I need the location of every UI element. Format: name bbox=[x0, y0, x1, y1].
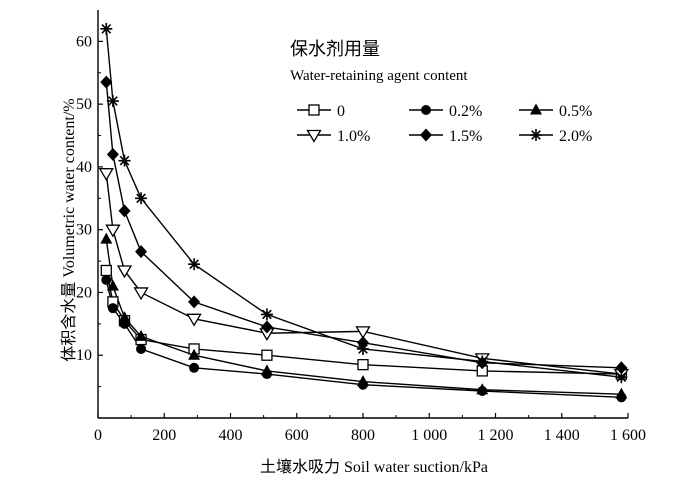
legend-label: 2.0% bbox=[559, 128, 592, 145]
data-point bbox=[615, 361, 628, 375]
data-point bbox=[188, 258, 201, 271]
y-tick-label: 30 bbox=[76, 222, 92, 239]
y-tick-label: 40 bbox=[76, 159, 92, 176]
legend-label: 0.2% bbox=[449, 103, 482, 120]
legend-marker bbox=[308, 104, 320, 116]
data-point bbox=[189, 362, 200, 373]
x-tick-label: 1 200 bbox=[478, 427, 514, 444]
series-line bbox=[105, 82, 622, 369]
x-tick-label: 200 bbox=[152, 427, 176, 444]
data-point bbox=[100, 22, 113, 35]
y-tick-label: 50 bbox=[76, 96, 92, 113]
legend-marker bbox=[421, 105, 431, 115]
data-point bbox=[261, 349, 273, 361]
data-point bbox=[136, 343, 147, 354]
data-point bbox=[135, 329, 148, 341]
y-tick-label: 60 bbox=[76, 33, 92, 50]
data-point bbox=[106, 95, 119, 108]
data-point bbox=[260, 308, 273, 321]
legend-marker bbox=[530, 103, 542, 115]
legend-label: 1.5% bbox=[449, 128, 482, 145]
data-point bbox=[100, 75, 113, 89]
y-axis-label: 体积含水量 Volumetric water content/% bbox=[60, 98, 78, 361]
data-point bbox=[355, 326, 371, 340]
axes-layer: 0 200 400 600 800 1 000 1 200 1 400 1 6001020304… bbox=[76, 10, 646, 444]
x-tick-label: 1 000 bbox=[411, 427, 447, 444]
data-point bbox=[615, 371, 628, 384]
data-point bbox=[116, 265, 133, 279]
data-point bbox=[118, 204, 131, 218]
data-point bbox=[100, 232, 113, 244]
y-tick-label: 20 bbox=[76, 284, 92, 301]
data-point bbox=[357, 342, 369, 355]
data-point bbox=[357, 358, 369, 371]
data-point bbox=[100, 264, 112, 277]
data-point bbox=[260, 320, 273, 334]
legend-label: 1.0% bbox=[337, 128, 370, 145]
data-point bbox=[260, 364, 273, 376]
x-tick-label: 400 bbox=[219, 427, 243, 444]
data-point bbox=[106, 147, 119, 161]
data-point bbox=[98, 168, 114, 181]
data-point bbox=[118, 311, 131, 323]
y-tick-label: 10 bbox=[76, 347, 92, 364]
x-tick-label: 0 bbox=[94, 427, 102, 444]
x-tick-label: 1 400 bbox=[544, 427, 580, 444]
data-point bbox=[188, 295, 201, 309]
x-axis-label: 土壤水吸力 Soil water suction/kPa bbox=[260, 457, 488, 476]
data-point bbox=[476, 383, 489, 395]
data-point bbox=[133, 287, 149, 301]
data-point bbox=[101, 274, 112, 285]
legend-marker bbox=[530, 129, 542, 141]
x-tick-label: 800 bbox=[351, 427, 375, 444]
data-point bbox=[135, 192, 148, 205]
data-point bbox=[106, 279, 119, 291]
data-point bbox=[615, 387, 628, 399]
plot-layer bbox=[98, 22, 630, 403]
x-tick-label: 1 600 bbox=[610, 427, 646, 444]
series-line bbox=[105, 270, 622, 375]
x-tick-label: 600 bbox=[285, 427, 309, 444]
legend-label: 0 bbox=[337, 103, 345, 120]
data-point bbox=[186, 313, 202, 327]
legend-subtitle: Water-retaining agent content bbox=[290, 68, 468, 84]
legend-marker bbox=[420, 128, 432, 142]
data-point bbox=[188, 348, 201, 360]
data-point bbox=[135, 245, 148, 259]
data-point bbox=[357, 375, 369, 387]
data-point bbox=[118, 154, 131, 167]
legend-marker bbox=[306, 129, 322, 143]
legend-title: 保水剂用量 bbox=[290, 39, 380, 59]
data-point bbox=[105, 224, 121, 238]
legend: 0 0.2% 0.5% 1.0% 1.5% 2.0% bbox=[297, 103, 592, 145]
data-point bbox=[476, 355, 489, 368]
legend-label: 0.5% bbox=[559, 103, 592, 120]
series-line bbox=[105, 239, 622, 395]
data-point bbox=[107, 303, 118, 314]
